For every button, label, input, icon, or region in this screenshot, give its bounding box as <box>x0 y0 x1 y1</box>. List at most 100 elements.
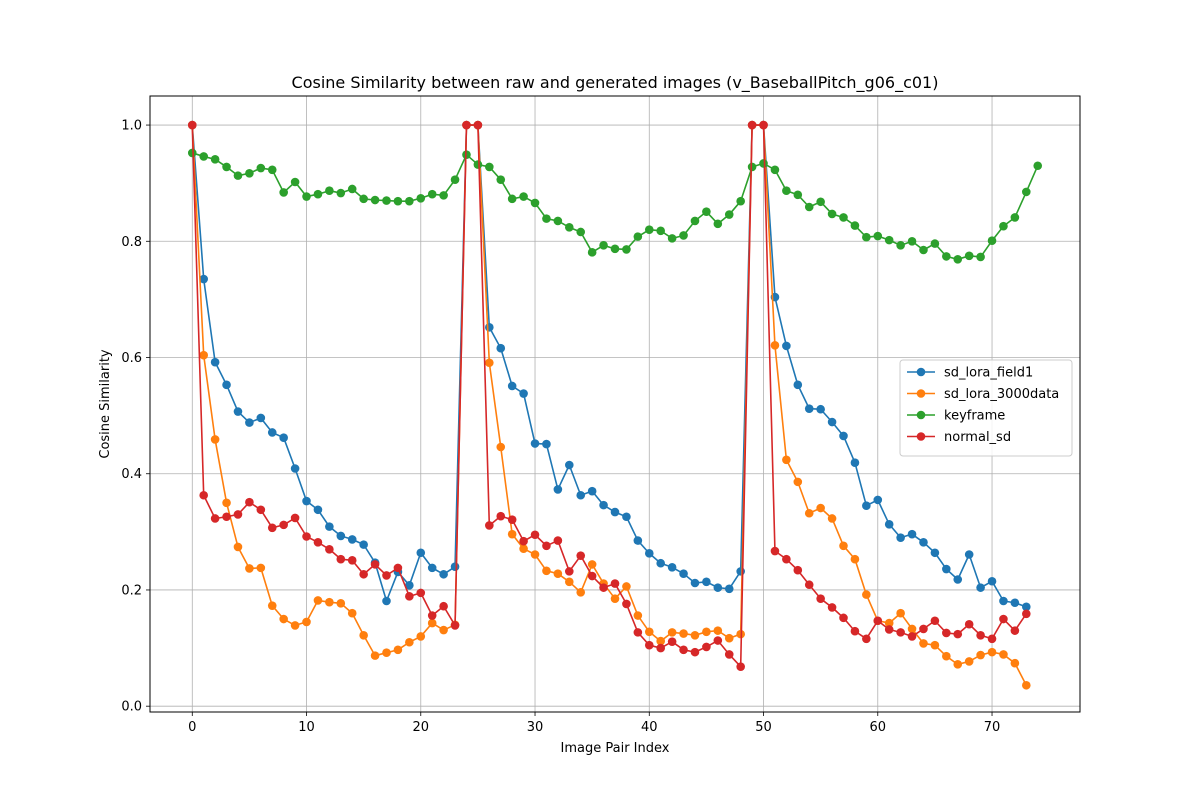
data-point <box>439 191 448 200</box>
data-point <box>907 529 917 539</box>
data-point <box>896 533 905 542</box>
data-point <box>782 455 791 465</box>
data-point <box>1022 609 1031 619</box>
data-point <box>896 608 905 618</box>
data-point <box>942 252 951 261</box>
data-point <box>736 196 745 206</box>
data-point <box>679 645 688 655</box>
data-point <box>267 523 277 533</box>
data-point <box>302 496 311 506</box>
x-tick-label: 40 <box>641 720 658 735</box>
data-point <box>290 464 300 473</box>
data-point <box>439 601 448 611</box>
data-point <box>576 551 586 560</box>
data-point <box>553 569 563 578</box>
data-point <box>622 512 631 522</box>
data-point <box>690 647 700 657</box>
data-point <box>359 569 368 579</box>
data-point <box>930 239 940 248</box>
data-point <box>370 651 380 660</box>
chart-title: Cosine Similarity between raw and genera… <box>292 73 939 93</box>
data-point <box>656 636 665 646</box>
data-point <box>416 632 426 641</box>
data-point <box>782 186 791 196</box>
data-point <box>427 563 437 573</box>
data-point <box>427 618 437 628</box>
data-point <box>930 640 940 650</box>
data-point <box>690 630 700 640</box>
data-point <box>1010 658 1020 668</box>
data-point <box>987 576 997 586</box>
data-point <box>816 197 825 207</box>
data-point <box>782 341 791 351</box>
data-point <box>222 162 231 172</box>
data-point <box>793 190 803 200</box>
data-point <box>964 550 974 559</box>
data-point <box>210 357 220 367</box>
data-point <box>827 209 837 219</box>
data-point <box>279 520 288 530</box>
data-point <box>530 530 540 540</box>
data-point <box>427 189 437 199</box>
x-axis-label: Image Pair Index <box>561 741 670 756</box>
data-point <box>633 611 643 620</box>
data-point <box>405 581 414 590</box>
y-tick-label: 0.2 <box>121 583 142 598</box>
axis-ticks: 0 10 20 30 40 50 60 70 0.0 0.2 0.4 0.6 0.8 1.0 <box>121 119 1000 735</box>
data-point <box>862 634 871 644</box>
data-point <box>233 542 243 552</box>
data-point <box>256 163 266 173</box>
data-point <box>382 648 391 658</box>
legend-marker <box>916 410 926 420</box>
data-point <box>370 195 380 205</box>
data-point <box>999 596 1008 606</box>
data-point <box>976 583 985 592</box>
series-sd_lora_field1 <box>187 120 1031 612</box>
data-point <box>679 231 688 240</box>
data-point <box>942 628 951 638</box>
data-point <box>405 637 414 647</box>
legend-marker <box>916 367 926 377</box>
data-point <box>1033 161 1043 171</box>
data-point <box>542 541 551 551</box>
data-point <box>519 536 528 546</box>
data-point <box>644 627 654 637</box>
data-point <box>210 514 220 523</box>
data-point <box>519 192 528 201</box>
data-point <box>450 621 460 630</box>
data-point <box>644 225 654 234</box>
data-point <box>359 630 368 640</box>
data-point <box>907 624 917 634</box>
data-point <box>873 616 883 626</box>
data-point <box>599 241 608 250</box>
data-point <box>199 350 208 360</box>
data-point <box>953 629 963 639</box>
data-point <box>587 571 597 581</box>
data-point <box>907 236 917 246</box>
data-point <box>336 531 346 541</box>
data-point <box>804 404 814 413</box>
x-tick-label: 10 <box>298 720 315 735</box>
data-point <box>873 231 883 241</box>
data-point <box>873 495 883 505</box>
data-point <box>713 626 723 635</box>
data-point <box>382 196 391 205</box>
data-point <box>565 577 574 587</box>
data-point <box>199 490 208 500</box>
data-point <box>610 579 620 588</box>
data-point <box>690 578 700 588</box>
data-point <box>1022 187 1031 197</box>
legend-item: keyframe <box>907 409 1005 424</box>
data-point <box>850 554 860 564</box>
data-point <box>359 194 368 204</box>
data-point <box>816 404 825 414</box>
data-point <box>622 599 631 609</box>
x-tick-label: 50 <box>755 720 772 735</box>
data-point <box>702 627 711 637</box>
data-point <box>782 554 791 564</box>
data-point <box>542 439 551 449</box>
data-point <box>633 232 643 241</box>
data-point <box>210 435 220 444</box>
data-point <box>553 485 563 494</box>
data-point <box>393 645 403 655</box>
